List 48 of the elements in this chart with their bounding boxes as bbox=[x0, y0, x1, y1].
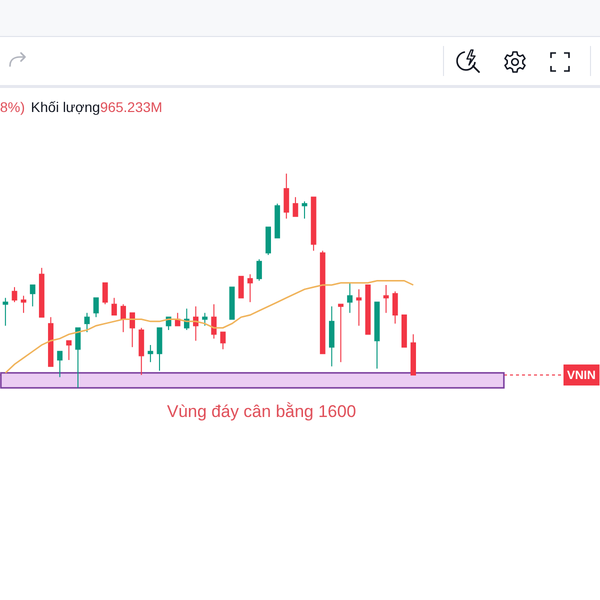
candlestick bbox=[338, 304, 344, 363]
candlestick bbox=[410, 334, 416, 376]
candlestick bbox=[138, 327, 144, 376]
candlestick bbox=[328, 306, 334, 367]
candlestick bbox=[111, 297, 117, 316]
candlestick bbox=[211, 304, 217, 340]
candlestick bbox=[75, 327, 81, 388]
candlestick bbox=[66, 340, 72, 360]
text: Khối lượng bbox=[30, 99, 100, 115]
candlestick bbox=[266, 226, 271, 256]
candlestick bbox=[193, 306, 198, 342]
candlestick bbox=[347, 282, 353, 314]
candlestick bbox=[229, 286, 235, 320]
candlestick bbox=[102, 282, 108, 305]
candlestick bbox=[12, 286, 18, 303]
candlestick bbox=[238, 276, 244, 298]
candlestick bbox=[247, 274, 253, 303]
candlestick bbox=[148, 344, 154, 363]
candlestick bbox=[292, 196, 298, 217]
candlestick bbox=[274, 203, 280, 238]
candlestick bbox=[120, 304, 126, 333]
candlestick bbox=[130, 312, 136, 348]
candlestick bbox=[57, 350, 63, 378]
candlestick bbox=[93, 297, 99, 318]
text: 8%) bbox=[0, 99, 25, 115]
candlestick bbox=[401, 314, 407, 348]
candlestick bbox=[320, 250, 326, 354]
candlestick bbox=[392, 290, 398, 324]
candlestick bbox=[383, 284, 389, 314]
candlestick bbox=[284, 173, 290, 220]
candlestick bbox=[84, 312, 90, 333]
candlestick bbox=[38, 267, 44, 318]
candlestick bbox=[30, 284, 36, 307]
candlestick bbox=[202, 312, 208, 326]
candlestick bbox=[356, 288, 362, 326]
band-label: Vùng đáy cân bằng 1600 bbox=[167, 402, 356, 421]
text: 965.233M bbox=[100, 99, 162, 115]
candlestick bbox=[48, 316, 54, 367]
ref-line-label: VNIN bbox=[567, 368, 596, 382]
candlestick bbox=[220, 332, 226, 350]
candlestick bbox=[156, 327, 162, 372]
candlestick bbox=[20, 295, 26, 314]
candlestick bbox=[302, 200, 308, 220]
candlestick bbox=[2, 297, 8, 326]
candlestick bbox=[310, 196, 316, 252]
candlestick bbox=[256, 258, 262, 282]
candlestick bbox=[374, 302, 380, 370]
candlestick bbox=[365, 284, 371, 335]
